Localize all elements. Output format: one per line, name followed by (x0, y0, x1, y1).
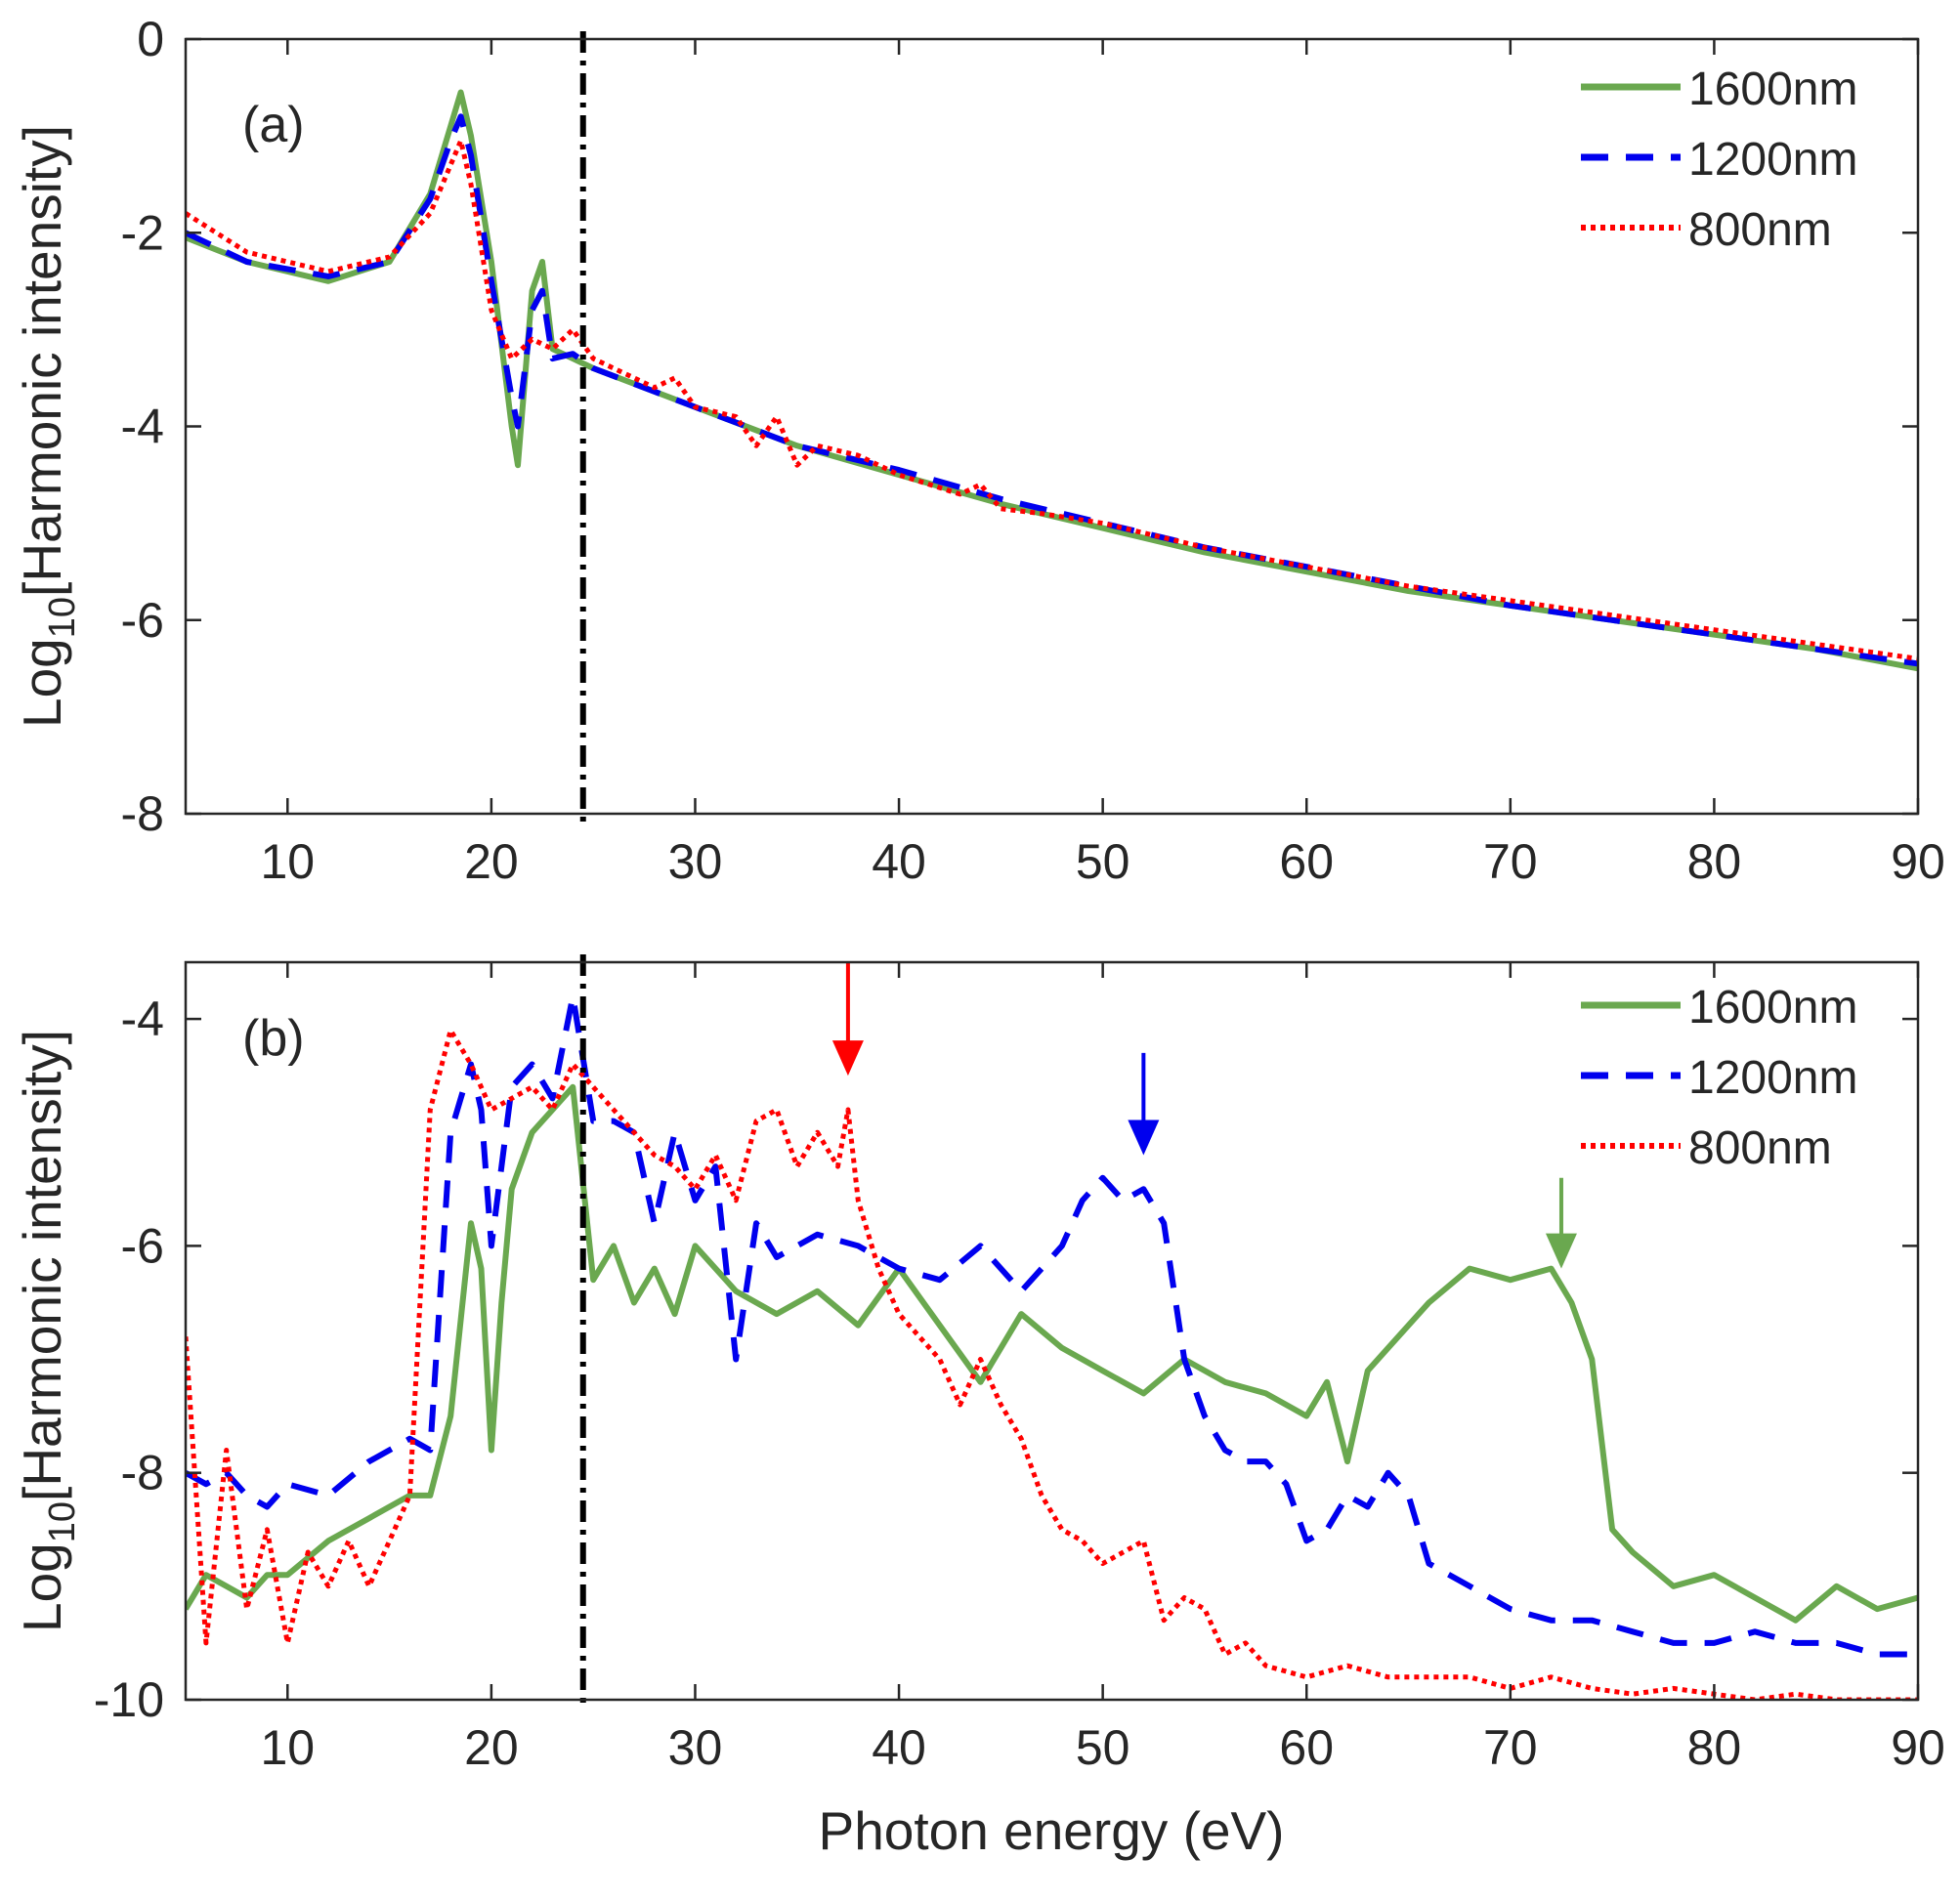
series-line-800nm (186, 1028, 1918, 1700)
panel-a: 10 20 30 40 50 60 70 80 90 0 -2 -4 -6 -8 Log10[Harmoni… (12, 12, 1945, 889)
x-tick-label: 40 (872, 1720, 926, 1775)
x-tick-label: 70 (1483, 834, 1538, 889)
arrow-head-1200nm (1128, 1119, 1160, 1156)
x-tick-label: 10 (260, 834, 315, 889)
legend-label-800nm: 800nm (1688, 1122, 1832, 1174)
y-tick-label: -8 (121, 786, 164, 841)
y-tick-label: 0 (137, 12, 164, 66)
series-line-800nm (186, 138, 1918, 661)
y-tick-label: -8 (121, 1446, 164, 1500)
y-tick-label: -2 (121, 205, 164, 260)
y-tick-label: -10 (94, 1672, 164, 1727)
x-tick-label: 60 (1279, 834, 1334, 889)
legend-label-1600nm: 1600nm (1688, 63, 1857, 115)
x-tick-label: 20 (464, 1720, 519, 1775)
x-tick-label: 50 (1076, 834, 1130, 889)
legend-label-800nm: 800nm (1688, 204, 1832, 256)
y-tick-label: -6 (121, 1218, 164, 1273)
y-axis-title: Log10[Harmonic intensity] (12, 1030, 83, 1632)
legend-label-1200nm: 1200nm (1688, 134, 1857, 186)
legend-label-1200nm: 1200nm (1688, 1052, 1857, 1104)
series-group (186, 992, 1918, 1700)
series-line-1600nm (186, 1083, 1918, 1624)
series-line-1200nm (186, 113, 1918, 667)
series-line-1600nm (186, 89, 1918, 672)
x-tick-label: 90 (1891, 834, 1945, 889)
x-tick-label: 10 (260, 1720, 315, 1775)
x-tick-label: 50 (1076, 1720, 1130, 1775)
series-group (186, 89, 1918, 672)
x-tick-label: 80 (1687, 1720, 1742, 1775)
x-tick-label: 80 (1687, 834, 1742, 889)
x-tick-label: 30 (668, 1720, 723, 1775)
axes-box (184, 960, 1920, 1702)
arrow-head-800nm (831, 1040, 864, 1077)
x-tick-label: 70 (1483, 1720, 1538, 1775)
panel-label: (b) (242, 1010, 305, 1067)
x-axis-title: Photon energy (eV) (819, 1800, 1285, 1861)
x-tick-label: 20 (464, 834, 519, 889)
x-tick-label: 90 (1891, 1720, 1945, 1775)
y-tick-label: -6 (121, 593, 164, 648)
series-line-1200nm (186, 992, 1918, 1658)
x-tick-label: 40 (872, 834, 926, 889)
x-tick-label: 30 (668, 834, 723, 889)
panel-b: 10 20 30 40 50 60 70 80 90 -4 -6 -8 -10Log10[Harmoni… (12, 954, 1945, 1775)
arrow-head-1600nm (1545, 1233, 1577, 1269)
y-axis-title: Log10[Harmonic intensity] (12, 125, 83, 728)
panel-label: (a) (242, 97, 305, 153)
y-tick-label: -4 (121, 992, 164, 1046)
legend-label-1600nm: 1600nm (1688, 982, 1857, 1034)
x-tick-label: 60 (1279, 1720, 1334, 1775)
y-tick-label: -4 (121, 400, 164, 454)
